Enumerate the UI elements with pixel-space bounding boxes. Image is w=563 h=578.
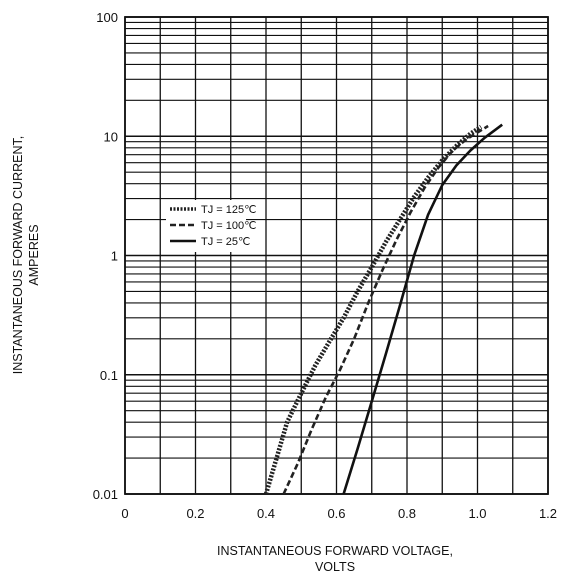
- x-tick-label: 0.4: [257, 506, 275, 521]
- x-tick-label: 0.2: [186, 506, 204, 521]
- x-tick-label: 1.0: [468, 506, 486, 521]
- plot-frame: [124, 16, 549, 495]
- x-tick-label: 0: [121, 506, 128, 521]
- x-tick-label: 0.6: [327, 506, 345, 521]
- legend-label-2: TJ = 100℃: [201, 220, 256, 232]
- legend-label-3: TJ = 25℃: [201, 236, 250, 248]
- series-line-2: [282, 124, 489, 494]
- legend-label-1: TJ = 125℃: [201, 204, 256, 216]
- series-line-3: [342, 123, 503, 494]
- y-axis-title-line-2: AMPERES: [27, 224, 41, 285]
- legend: TJ = 125℃ TJ = 100℃ TJ = 25℃: [166, 200, 256, 252]
- plot-border: [124, 16, 549, 495]
- series-layer: [263, 123, 503, 494]
- x-axis-title-line-1: INSTANTANEOUS FORWARD VOLTAGE,: [217, 544, 453, 558]
- series-line-1: [263, 124, 483, 494]
- y-tick-label: 0.01: [93, 487, 118, 502]
- y-tick-label: 100: [96, 10, 118, 25]
- grid: [124, 16, 549, 495]
- tick-labels: 0 0.2 0.4 0.6 0.8 1.0 1.2 0.01 0.1 1 10 100: [93, 10, 557, 521]
- x-tick-label: 1.2: [539, 506, 557, 521]
- y-tick-label: 10: [104, 129, 118, 144]
- y-axis-title-line-1: INSTANTANEOUS FORWARD CURRENT,: [11, 136, 25, 374]
- y-tick-label: 0.1: [100, 368, 118, 383]
- x-tick-label: 0.8: [398, 506, 416, 521]
- x-axis-title-line-2: VOLTS: [315, 560, 355, 574]
- y-tick-label: 1: [111, 249, 118, 264]
